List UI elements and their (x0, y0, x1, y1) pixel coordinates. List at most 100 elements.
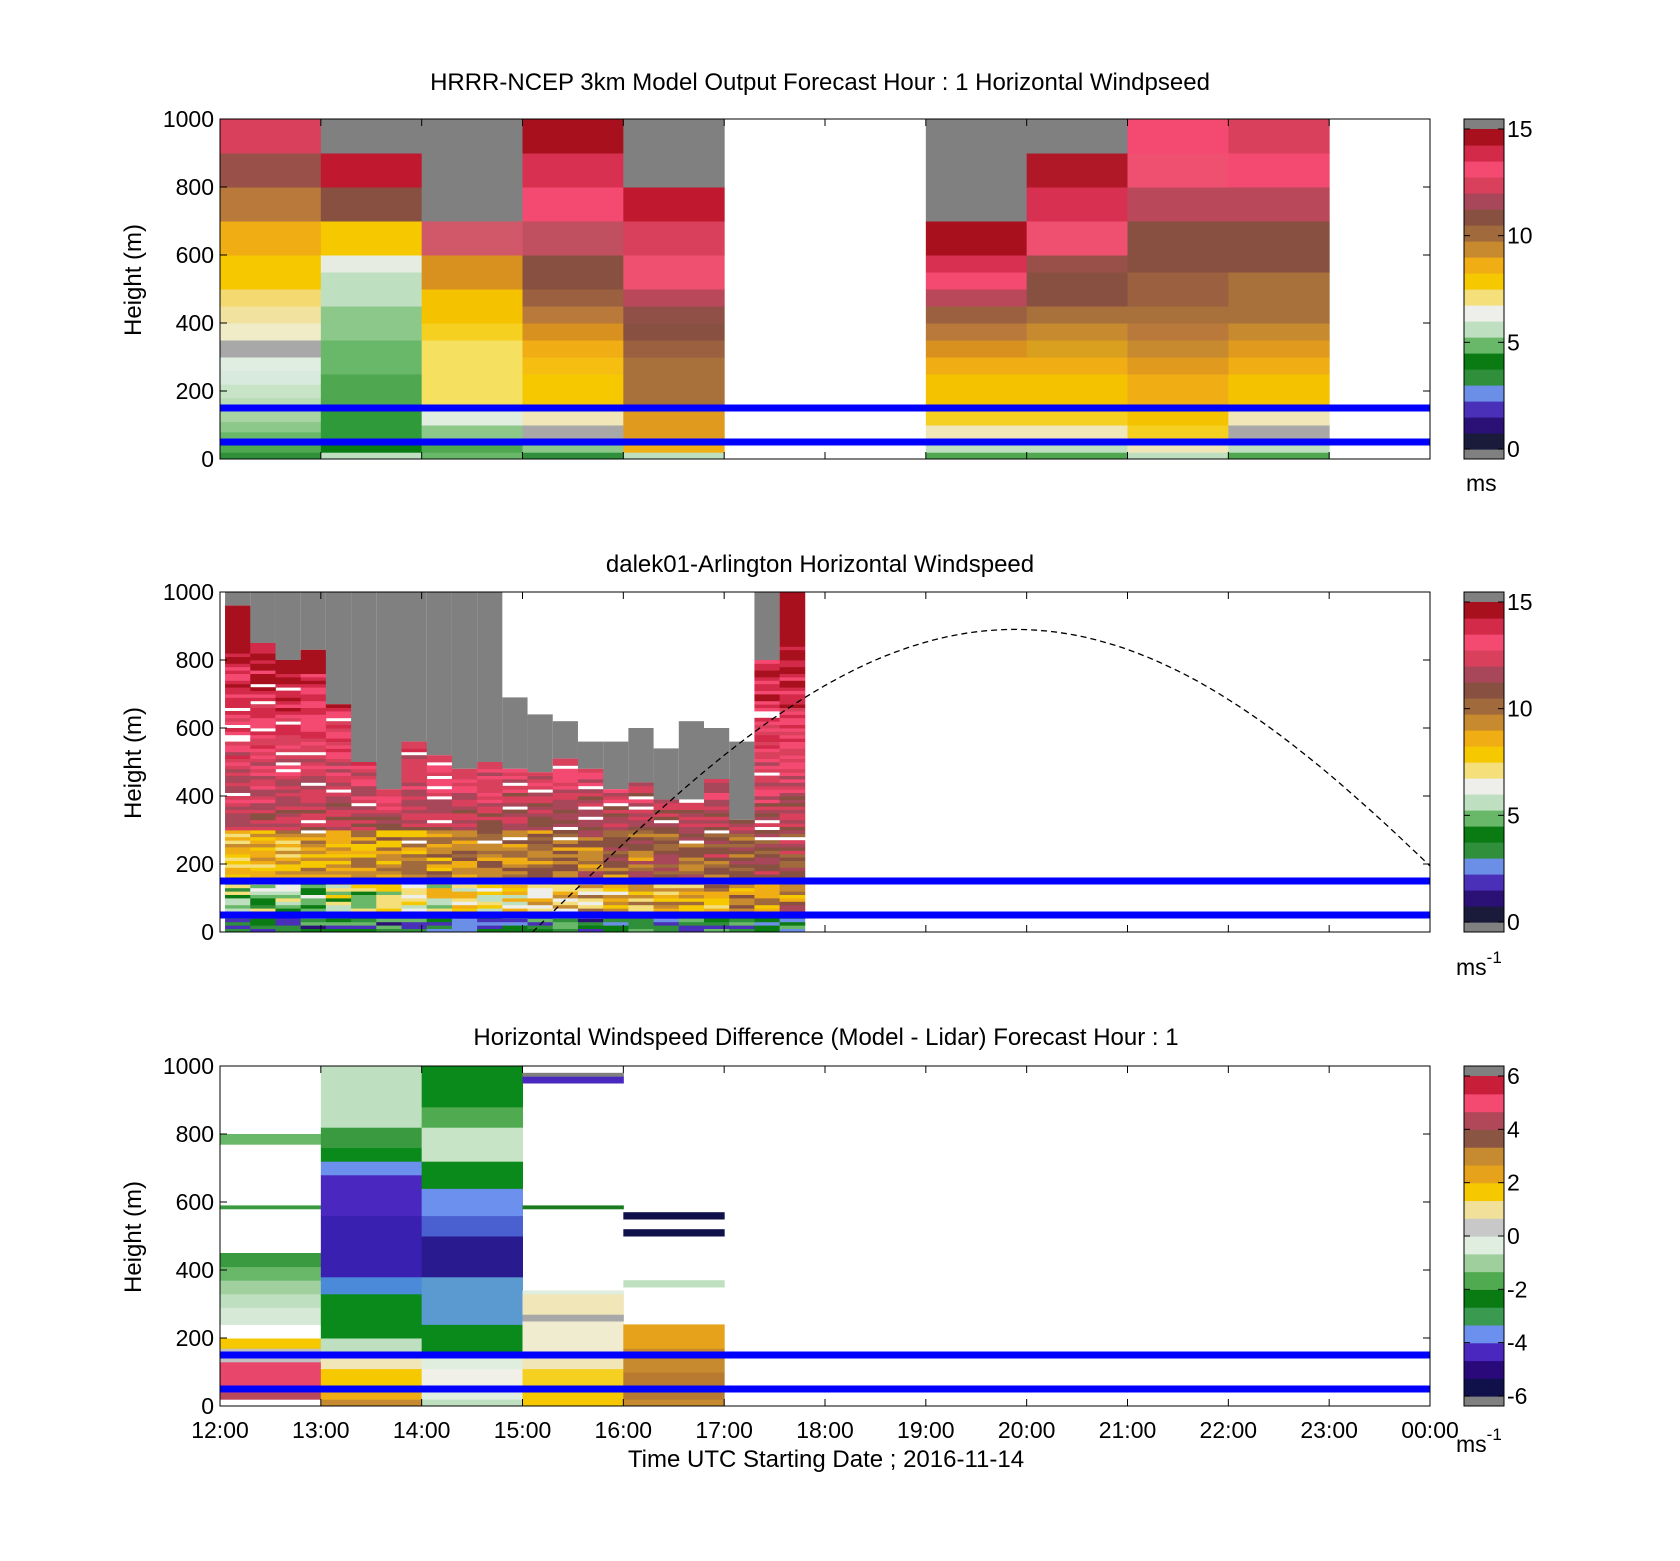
heatmap-cell (250, 748, 276, 753)
heatmap-cell (729, 891, 755, 895)
heatmap-cell (225, 809, 251, 814)
colorbar-segment (1464, 682, 1504, 699)
panel-lidar-cells (225, 592, 806, 933)
heatmap-cell (678, 816, 705, 821)
heatmap-cell (779, 823, 806, 827)
heatmap-cell (300, 714, 327, 719)
heatmap-cell (527, 843, 554, 848)
heatmap-cell (300, 802, 327, 807)
heatmap-cell (653, 928, 680, 933)
heatmap-cell (754, 904, 781, 909)
heatmap-cell (653, 867, 680, 872)
heatmap-cell (1127, 323, 1229, 341)
panel-lidar-title: dalek01-Arlington Horizontal Windspeed (606, 551, 1034, 578)
heatmap-cell (225, 619, 251, 623)
heatmap-cell (477, 792, 503, 797)
colorbar-tick-label: -2 (1507, 1276, 1527, 1302)
heatmap-cell (527, 904, 554, 909)
heatmap-cell (704, 864, 730, 868)
heatmap-cell (754, 745, 781, 749)
heatmap-cell (779, 639, 806, 644)
heatmap-cell (1228, 408, 1330, 426)
heatmap-cell (225, 690, 251, 695)
heatmap-cell (451, 802, 478, 807)
heatmap-cell (250, 816, 276, 821)
heatmap-cell (421, 1399, 523, 1407)
heatmap-cell (754, 802, 781, 807)
heatmap-cell (451, 779, 478, 783)
heatmap-cell (401, 762, 428, 766)
heatmap-cell (421, 408, 523, 426)
heatmap-nodata (628, 728, 654, 783)
heatmap-cell (477, 874, 503, 878)
heatmap-cell (300, 847, 327, 851)
heatmap-cell (401, 833, 428, 838)
heatmap-cell (351, 796, 377, 800)
heatmap-cell (653, 894, 680, 899)
heatmap-cell (426, 884, 453, 889)
heatmap-cell (653, 836, 680, 841)
heatmap-cell (577, 867, 604, 872)
heatmap-cell (623, 408, 725, 440)
heatmap-cell (351, 830, 377, 834)
heatmap-cell (552, 779, 579, 783)
heatmap-cell (577, 826, 604, 831)
heatmap-cell (1228, 153, 1330, 188)
xtick-label: 14:00 (393, 1417, 451, 1443)
heatmap-cell (325, 884, 352, 889)
xtick-label: 22:00 (1200, 1417, 1258, 1443)
heatmap-cell (577, 904, 604, 909)
heatmap-cell (653, 833, 680, 838)
heatmap-nodata (678, 721, 704, 800)
heatmap-cell (502, 816, 528, 821)
heatmap-cell (603, 918, 629, 923)
heatmap-cell (477, 826, 503, 831)
heatmap-cell (351, 857, 377, 861)
heatmap-cell (552, 758, 579, 763)
heatmap-nodata (401, 592, 427, 742)
heatmap-cell (220, 1338, 322, 1349)
heatmap-cell (275, 836, 302, 841)
heatmap-cell (300, 690, 327, 695)
heatmap-cell (779, 680, 806, 685)
heatmap-cell (250, 762, 276, 766)
heatmap-cell (502, 904, 528, 909)
heatmap-cell (1228, 425, 1330, 440)
heatmap-cell (779, 595, 806, 600)
heatmap-cell (325, 887, 352, 892)
heatmap-cell (376, 826, 402, 831)
heatmap-nodata (502, 697, 528, 769)
heatmap-cell (779, 670, 806, 674)
heatmap-cell (603, 870, 629, 875)
heatmap-cell (577, 782, 604, 787)
heatmap-cell (477, 830, 503, 834)
heatmap-cell (426, 874, 453, 878)
heatmap-cell (250, 643, 276, 647)
heatmap-cell (351, 789, 377, 793)
heatmap-cell (779, 690, 806, 695)
colorbar-segment (1464, 225, 1504, 242)
heatmap-cell (275, 738, 302, 742)
heatmap-cell (351, 768, 377, 773)
colorbar-tick-label: -4 (1507, 1330, 1528, 1356)
heatmap-cell (577, 928, 604, 933)
heatmap-cell (729, 908, 755, 912)
heatmap-cell (225, 741, 251, 746)
heatmap-cell (225, 921, 251, 926)
heatmap-cell (704, 901, 730, 906)
heatmap-cell (250, 898, 276, 902)
heatmap-cell (704, 779, 730, 783)
heatmap-cell (401, 741, 428, 746)
heatmap-cell (678, 867, 705, 872)
heatmap-cell (401, 847, 428, 851)
heatmap-cell (552, 782, 579, 787)
heatmap-cell (300, 891, 327, 895)
heatmap-cell (577, 833, 604, 838)
heatmap-cell (426, 860, 453, 865)
heatmap-cell (351, 826, 377, 831)
heatmap-cell (779, 622, 806, 627)
panel-lidar-xticks (219, 592, 1431, 932)
heatmap-cell (502, 768, 528, 773)
heatmap-cell (552, 850, 579, 855)
heatmap-cell (225, 782, 251, 787)
